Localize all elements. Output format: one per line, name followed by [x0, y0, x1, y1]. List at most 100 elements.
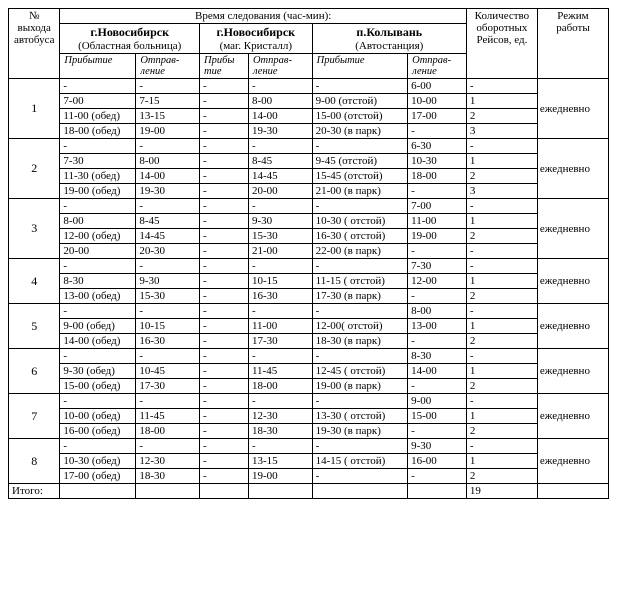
- table-body: 1-----6-00-ежедневно7-007-15-8-009-00 (о…: [9, 79, 609, 499]
- cell-d3: 15-00: [408, 409, 467, 424]
- bus-number-cell: 3: [9, 199, 60, 259]
- cell-a2: -: [199, 349, 248, 364]
- cell-a3: -: [312, 469, 408, 484]
- total-row: Итого:19: [9, 484, 609, 499]
- mode-cell: ежедневно: [537, 259, 608, 304]
- cell-d3: 9-00: [408, 394, 467, 409]
- cell-a3: -: [312, 139, 408, 154]
- cell-a1: 13-00 (обед): [60, 289, 136, 304]
- cell-d2: 11-45: [248, 364, 312, 379]
- cell-a1: -: [60, 349, 136, 364]
- cell-a2: -: [199, 259, 248, 274]
- cell-a2: -: [199, 214, 248, 229]
- cell-a2: -: [199, 169, 248, 184]
- cell-d3: 10-00: [408, 94, 467, 109]
- cell-t: -: [466, 199, 537, 214]
- table-row: 4-----7-30-ежедневно: [9, 259, 609, 274]
- cell-t: 2: [466, 229, 537, 244]
- cell-d2: 17-30: [248, 334, 312, 349]
- cell-d2: -: [248, 259, 312, 274]
- cell-t: -: [466, 349, 537, 364]
- cell-t: 2: [466, 169, 537, 184]
- cell-a3: -: [312, 79, 408, 94]
- hdr-stop-3-name: п.Колывань: [356, 25, 422, 39]
- cell-a3: 22-00 (в парк): [312, 244, 408, 259]
- hdr-turns: Количество оборотных Рейсов, ед.: [466, 9, 537, 79]
- cell-d3: 12-00: [408, 274, 467, 289]
- cell-a2: -: [199, 184, 248, 199]
- cell-d1: 20-30: [136, 244, 200, 259]
- cell-d3: -: [408, 244, 467, 259]
- hdr-dep-3: Отправ­ление: [408, 54, 467, 79]
- cell-d2: 10-15: [248, 274, 312, 289]
- cell-t: 1: [466, 274, 537, 289]
- cell-d3: 7-30: [408, 259, 467, 274]
- cell-a2: -: [199, 394, 248, 409]
- schedule-table: № выхода автобуса Время следования (час-…: [8, 8, 609, 499]
- cell-a2: -: [199, 409, 248, 424]
- cell-a3: 20-30 (в парк): [312, 124, 408, 139]
- cell-d2: 21-00: [248, 244, 312, 259]
- cell-a3: 15-00 (отстой): [312, 109, 408, 124]
- cell-a2: -: [199, 469, 248, 484]
- table-row: 15-00 (обед)17-30-18-0019-00 (в парк)-2: [9, 379, 609, 394]
- cell-a1: -: [60, 79, 136, 94]
- cell-d3: 10-30: [408, 154, 467, 169]
- total-empty: [537, 484, 608, 499]
- cell-a3: -: [312, 304, 408, 319]
- table-row: 2-----6-30-ежедневно: [9, 139, 609, 154]
- cell-d1: -: [136, 259, 200, 274]
- table-row: 3-----7-00-ежедневно: [9, 199, 609, 214]
- mode-cell: ежедневно: [537, 139, 608, 199]
- cell-d2: 12-30: [248, 409, 312, 424]
- cell-a1: -: [60, 259, 136, 274]
- cell-d1: 9-30: [136, 274, 200, 289]
- table-row: 7-007-15-8-009-00 (отстой)10-001: [9, 94, 609, 109]
- cell-a3: -: [312, 259, 408, 274]
- cell-t: 2: [466, 424, 537, 439]
- cell-a2: -: [199, 94, 248, 109]
- bus-number-cell: 2: [9, 139, 60, 199]
- table-row: 7-----9-00-ежедневно: [9, 394, 609, 409]
- cell-a3: 12-45 ( отстой): [312, 364, 408, 379]
- cell-d1: 16-30: [136, 334, 200, 349]
- cell-d1: 13-15: [136, 109, 200, 124]
- cell-a1: -: [60, 439, 136, 454]
- cell-d2: -: [248, 394, 312, 409]
- cell-a1: 10-00 (обед): [60, 409, 136, 424]
- cell-d1: 14-45: [136, 229, 200, 244]
- cell-d2: 13-15: [248, 454, 312, 469]
- cell-d2: -: [248, 199, 312, 214]
- total-empty: [248, 484, 312, 499]
- cell-a2: -: [199, 274, 248, 289]
- cell-a3: -: [312, 349, 408, 364]
- cell-a3: 14-15 ( отстой): [312, 454, 408, 469]
- cell-d1: 8-00: [136, 154, 200, 169]
- table-row: 7-308-00-8-459-45 (отстой)10-301: [9, 154, 609, 169]
- mode-cell: ежедневно: [537, 199, 608, 259]
- hdr-stop-2: г.Новосибирск (маг. Кристалл): [199, 24, 312, 54]
- cell-d1: -: [136, 349, 200, 364]
- table-row: 8-008-45-9-3010-30 ( отстой)11-001: [9, 214, 609, 229]
- cell-a3: 19-30 (в парк): [312, 424, 408, 439]
- hdr-stop-2-sub: (маг. Кристалл): [220, 40, 292, 52]
- cell-t: -: [466, 139, 537, 154]
- cell-d3: 17-00: [408, 109, 467, 124]
- cell-a1: -: [60, 199, 136, 214]
- cell-a1: 10-30 (обед): [60, 454, 136, 469]
- table-row: 8-309-30-10-1511-15 ( отстой)12-001: [9, 274, 609, 289]
- bus-number-cell: 5: [9, 304, 60, 349]
- cell-a2: -: [199, 364, 248, 379]
- cell-t: 3: [466, 184, 537, 199]
- cell-t: 2: [466, 289, 537, 304]
- cell-d1: 12-30: [136, 454, 200, 469]
- cell-d2: 16-30: [248, 289, 312, 304]
- cell-d1: 18-30: [136, 469, 200, 484]
- table-row: 16-00 (обед)18-00-18-3019-30 (в парк)-2: [9, 424, 609, 439]
- cell-a3: -: [312, 199, 408, 214]
- cell-d3: -: [408, 184, 467, 199]
- cell-a3: 10-30 ( отстой): [312, 214, 408, 229]
- cell-d2: -: [248, 349, 312, 364]
- hdr-stop-3-sub: (Автостанция): [355, 40, 423, 52]
- cell-d3: 13-00: [408, 319, 467, 334]
